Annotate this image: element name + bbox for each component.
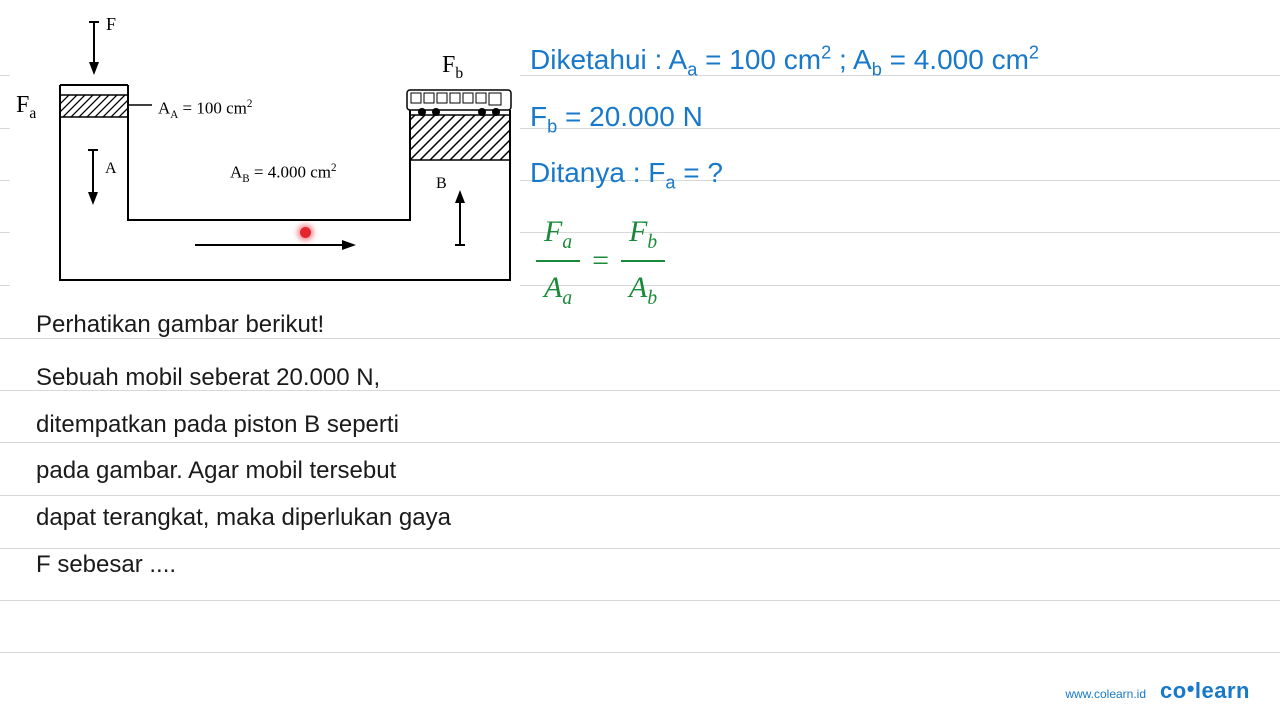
label-Fb: Fb	[442, 52, 463, 83]
sol-diketahui-line1: Diketahui : Aa = 100 cm2 ; Ab = 4.000 cm…	[530, 38, 1250, 85]
footer-brand: co•learn	[1160, 678, 1250, 704]
sol-diketahui-line2: Fb = 20.000 N	[530, 95, 1250, 142]
label-F: F	[106, 14, 116, 35]
sol-ditanya: Ditanya : Fa = ?	[530, 151, 1250, 198]
footer-url: www.colearn.id	[1065, 687, 1146, 701]
label-B: B	[436, 175, 447, 193]
footer: www.colearn.id co•learn	[1065, 678, 1250, 704]
label-Fa: Fa	[16, 92, 36, 123]
question-block: Perhatikan gambar berikut! Sebuah mobil …	[36, 302, 456, 595]
question-body: Sebuah mobil seberat 20.000 N, ditempatk…	[36, 355, 456, 589]
sol-formula: Fa Aa = Fb Ab	[530, 208, 1250, 314]
label-Ab-value: AB = 4.000 cm2	[230, 162, 337, 185]
hydraulic-diagram: F Fa Fb A B AA = 100 cm2 AB = 4.000 cm2	[10, 10, 520, 290]
solution-block: Diketahui : Aa = 100 cm2 ; Ab = 4.000 cm…	[530, 38, 1250, 325]
pointer-dot	[300, 227, 311, 238]
question-title: Perhatikan gambar berikut!	[36, 302, 456, 349]
label-Aa-value: AA = 100 cm2	[158, 98, 252, 121]
label-A: A	[105, 160, 117, 178]
